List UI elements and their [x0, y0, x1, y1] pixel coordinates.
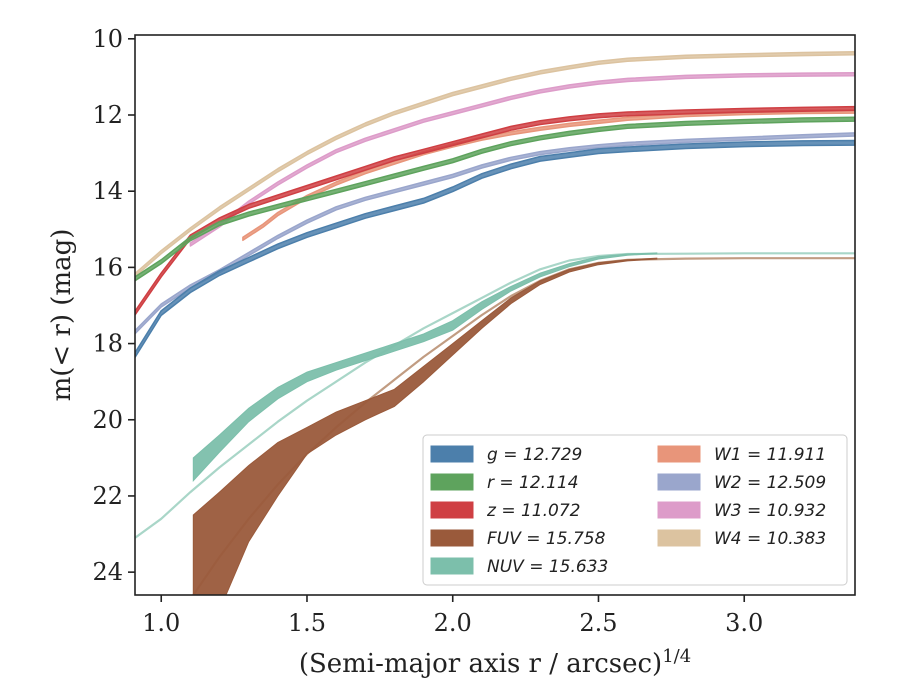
- series-band-nuv: [192, 252, 658, 482]
- y-tick-label: 24: [92, 558, 123, 586]
- y-tick-label: 16: [92, 253, 123, 281]
- legend-label: W1 = 11.911: [714, 445, 826, 465]
- x-tick-label: 2.5: [579, 609, 617, 637]
- legend-label: g = 12.729: [487, 445, 582, 465]
- series-band-r: [135, 116, 855, 282]
- series-band-g: [135, 139, 855, 359]
- legend-label: W3 = 10.932: [714, 501, 826, 521]
- legend-swatch: [657, 473, 701, 491]
- series-band-fuv: [192, 257, 658, 595]
- legend-label: FUV = 15.758: [487, 529, 606, 549]
- series-band-w1: [242, 109, 855, 242]
- x-axis-label-exponent: 1/4: [662, 646, 691, 667]
- legend-label: NUV = 15.633: [487, 557, 608, 577]
- y-tick-label: 14: [92, 177, 123, 205]
- y-tick-label: 18: [92, 330, 123, 358]
- legend-label: z = 11.072: [486, 501, 580, 521]
- x-tick-label: 1.5: [288, 609, 326, 637]
- legend-swatch: [430, 473, 474, 491]
- legend-swatch: [657, 501, 701, 519]
- plot-frame: [134, 34, 856, 596]
- x-tick-label: 1.0: [142, 609, 180, 637]
- y-tick-label: 22: [92, 482, 123, 510]
- legend-swatch: [430, 529, 474, 547]
- x-tick-label: 3.0: [725, 609, 763, 637]
- series-band-w3: [189, 71, 855, 247]
- x-axis-label: (Semi-major axis r / arcsec)1/4: [299, 646, 691, 679]
- x-axis-label-text: (Semi-major axis r / arcsec): [299, 649, 662, 679]
- legend-swatch: [430, 501, 474, 519]
- legend-swatch: [657, 529, 701, 547]
- legend-box: [422, 434, 848, 586]
- x-tick-label: 2.0: [434, 609, 472, 637]
- series-group: [135, 51, 855, 595]
- series-band-w4: [135, 51, 855, 278]
- axis-ticks: 1.0 1.5 2.0 2.5 3.0 10 12 14 16 18 20 22 24: [92, 25, 763, 637]
- series-band-z: [135, 105, 855, 316]
- legend: g = 12.729 r = 12.114 z = 11.072 FUV = 15.7…: [422, 434, 848, 586]
- y-tick-label: 10: [92, 25, 123, 53]
- y-tick-label: 20: [92, 406, 123, 434]
- legend-label: W4 = 10.383: [714, 529, 826, 549]
- legend-swatch: [430, 557, 474, 575]
- legend-swatch: [657, 445, 701, 463]
- legend-label: r = 12.114: [487, 473, 579, 493]
- y-axis-label: m(< r) (mag): [47, 229, 77, 402]
- legend-swatch: [430, 445, 474, 463]
- legend-label: W2 = 12.509: [714, 473, 826, 493]
- series-band-w2: [135, 132, 855, 335]
- y-tick-label: 12: [92, 101, 123, 129]
- plot-area: [135, 51, 855, 595]
